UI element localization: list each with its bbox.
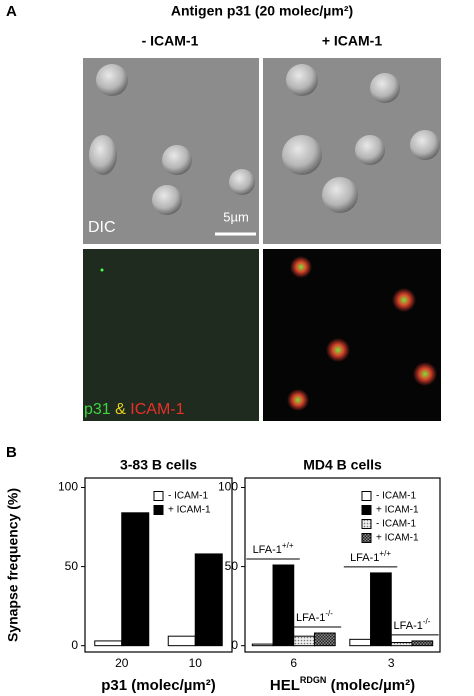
panel-label: A [6,3,17,20]
x-tick-label: 3 [388,656,395,670]
y-tick-label: 0 [71,638,78,652]
bar [194,553,223,647]
panel-label: B [6,444,17,461]
chart-title: MD4 B cells [303,457,382,473]
fluorescence-image-left [83,249,259,421]
annotation-text: LFA-1 [296,612,325,624]
plot-frame [84,477,233,653]
y-tick-label: 100 [218,480,238,494]
column-header: - ICAM-1 [142,33,199,49]
bar [313,632,336,647]
stain-label: p31 & ICAM-1 [84,401,185,418]
y-tick-label: 0 [231,638,238,652]
chart-title: 3-83 B cells [120,457,197,473]
legend-swatch [153,505,164,515]
bar [272,564,295,647]
annotation-sup: +/+ [282,541,294,550]
x-axis-label: p31 (molec/µm²) [101,677,216,694]
bar [121,512,150,647]
x-axis-label-sup: RDGN [300,675,327,685]
bar [390,642,413,647]
bar [349,638,372,647]
annotation-sup: -/- [423,617,431,626]
legend-swatch [361,519,372,529]
stain-label-part: p31 [84,401,111,418]
bar [293,635,315,647]
stain-label-part: & [115,401,126,418]
y-tick-label: 100 [58,480,78,494]
x-tick-label: 20 [115,656,129,670]
column-header: + ICAM-1 [322,33,383,49]
bar [94,640,123,647]
annotation: LFA-1+/+ [350,549,391,564]
legend-swatch [361,491,372,501]
bar [411,640,434,647]
dic-label: DIC [88,219,116,236]
legend-swatch [361,505,372,515]
x-tick-label: 6 [290,656,297,670]
annotation: LFA-1-/- [296,609,333,624]
dic-image-right [263,58,441,244]
scale-bar-label: 5µm [223,209,249,224]
legend-label: + ICAM-1 [168,505,211,516]
panel-title: Antigen p31 (20 molec/µm²) [171,3,353,19]
y-tick-label: 50 [225,559,239,573]
annotation-sup: -/- [325,609,333,618]
annotation-sup: +/+ [379,549,391,558]
annotation-text: LFA-1 [394,620,423,632]
y-tick-label: 50 [65,559,79,573]
bar [251,643,274,647]
x-axis-label-suffix: (molec/µm²) [326,677,415,694]
legend-swatch [153,491,164,501]
annotation: LFA-1-/- [394,617,431,632]
x-axis-label-text: p31 (molec/µm²) [101,677,216,694]
annotation: LFA-1+/+ [253,541,294,556]
legend-swatch [361,533,372,543]
y-axis-label: Synapse frequency (%) [5,488,21,642]
annotation-text: LFA-1 [350,552,379,564]
fluorescence-image-right [263,249,441,421]
x-axis-label: HELRDGN (molec/µm²) [270,675,415,694]
x-axis-label-text: HEL [270,677,300,694]
legend-label: + ICAM-1 [376,533,419,544]
legend-label: - ICAM-1 [376,519,416,530]
stain-label-part: ICAM-1 [130,401,184,418]
annotation-text: LFA-1 [253,544,282,556]
x-tick-label: 10 [189,656,203,670]
legend-label: - ICAM-1 [168,491,208,502]
bar [370,572,392,647]
legend-label: + ICAM-1 [376,505,419,516]
dic-image-left [83,58,259,244]
bar [167,635,196,647]
legend-label: - ICAM-1 [376,491,416,502]
plot-frame [244,477,441,653]
